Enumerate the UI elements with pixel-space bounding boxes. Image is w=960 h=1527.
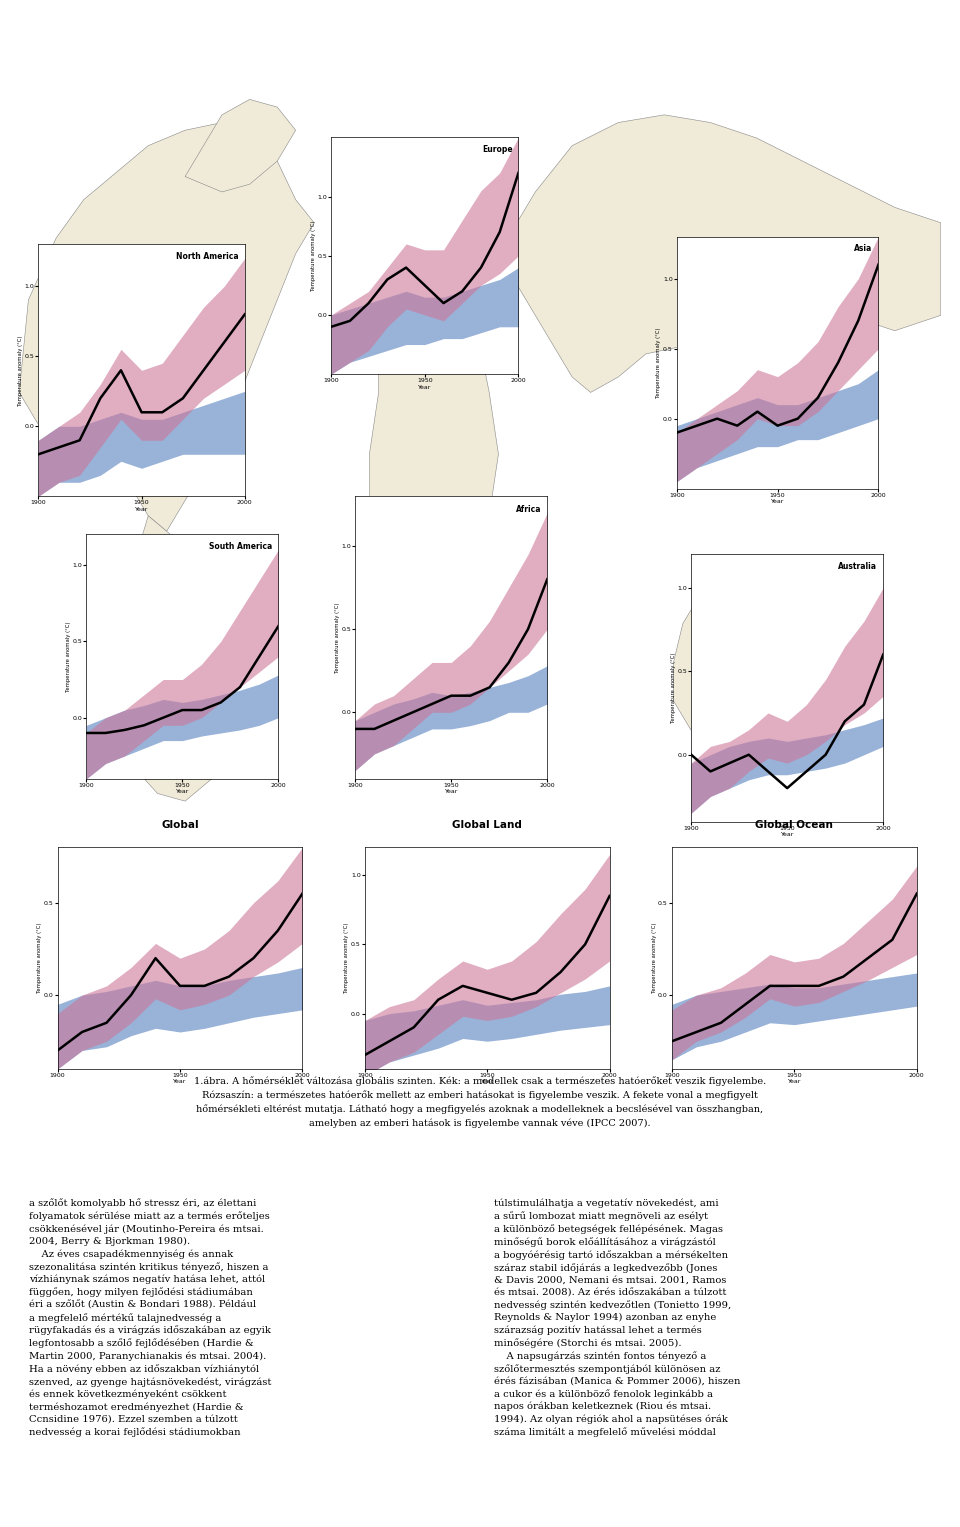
- Text: South America: South America: [209, 542, 273, 551]
- Text: North America: North America: [176, 252, 239, 261]
- Text: túlstimulálhatja a vegetatív növekedést, ami
a sűrű lombozat miatt megnöveli az : túlstimulálhatja a vegetatív növekedést,…: [494, 1199, 741, 1437]
- X-axis label: Year: Year: [771, 499, 784, 504]
- X-axis label: Year: Year: [419, 385, 431, 389]
- Text: Global: Global: [161, 820, 199, 829]
- Y-axis label: Temperature anomaly (°C): Temperature anomaly (°C): [345, 922, 349, 994]
- Text: SZŐLŐ-LEVÉL  •  2014/3  •  13: SZŐLŐ-LEVÉL • 2014/3 • 13: [359, 1490, 601, 1506]
- X-axis label: Year: Year: [780, 832, 794, 837]
- Polygon shape: [674, 562, 849, 747]
- Polygon shape: [19, 122, 314, 531]
- Y-axis label: Temperature anomaly (°C): Temperature anomaly (°C): [311, 220, 316, 292]
- Polygon shape: [388, 137, 516, 299]
- X-axis label: Year: Year: [444, 789, 458, 794]
- Y-axis label: Temperature anomaly (°C): Temperature anomaly (°C): [66, 621, 71, 692]
- Y-axis label: Temperature anomaly (°C): Temperature anomaly (°C): [657, 327, 661, 399]
- Text: Australia: Australia: [838, 562, 877, 571]
- Polygon shape: [498, 115, 941, 392]
- X-axis label: Year: Year: [174, 1080, 186, 1084]
- Polygon shape: [185, 99, 296, 192]
- Y-axis label: Temperature anomaly (°C): Temperature anomaly (°C): [37, 922, 42, 994]
- Text: Global Land: Global Land: [452, 820, 522, 829]
- Text: 1.ábra. A hőmérséklet változása globális szinten. Kék: a modellek csak a termész: 1.ábra. A hőmérséklet változása globális…: [194, 1077, 766, 1128]
- Text: TUDOMÁNYOS HÍREK A KUTATÓINTÉZETTŐL: TUDOMÁNYOS HÍREK A KUTATÓINTÉZETTŐL: [355, 23, 797, 41]
- Text: a szőlőt komolyabb hő stressz éri, az élettani
folyamatok sérülése miatt az a te: a szőlőt komolyabb hő stressz éri, az él…: [29, 1199, 271, 1437]
- Polygon shape: [111, 516, 240, 802]
- Text: Africa: Africa: [516, 505, 541, 513]
- Y-axis label: Temperature anomaly (°C): Temperature anomaly (°C): [335, 602, 340, 673]
- Y-axis label: Temperature anomaly (°C): Temperature anomaly (°C): [18, 334, 23, 406]
- X-axis label: Year: Year: [788, 1080, 801, 1084]
- Text: Europe: Europe: [482, 145, 513, 154]
- Y-axis label: Temperature anomaly (°C): Temperature anomaly (°C): [671, 652, 676, 724]
- X-axis label: Year: Year: [135, 507, 148, 512]
- X-axis label: Year: Year: [176, 789, 189, 794]
- Y-axis label: Temperature anomaly (°C): Temperature anomaly (°C): [652, 922, 657, 994]
- Text: Asia: Asia: [854, 244, 873, 253]
- X-axis label: Year: Year: [481, 1080, 493, 1084]
- Text: Global Ocean: Global Ocean: [756, 820, 833, 829]
- Polygon shape: [370, 284, 498, 701]
